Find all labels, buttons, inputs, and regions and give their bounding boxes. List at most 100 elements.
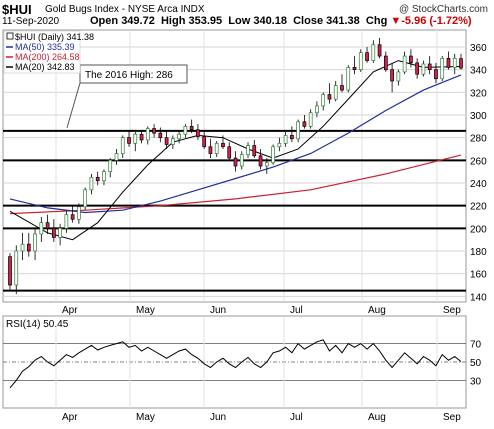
rsi-y-tick: 30 xyxy=(470,376,482,387)
low-value: 340.18 xyxy=(253,15,287,27)
candle-down xyxy=(258,155,263,167)
price-y-tick: 180 xyxy=(470,247,487,258)
candle-down xyxy=(127,137,131,144)
price-y-tick: 140 xyxy=(470,292,487,303)
price-x-tick: Sep xyxy=(443,305,461,316)
candle-up xyxy=(177,133,181,140)
candle-up xyxy=(346,67,351,91)
candle-up xyxy=(264,162,269,167)
candle-up xyxy=(358,52,363,71)
high-value: 353.95 xyxy=(188,15,223,27)
candle-down xyxy=(8,256,12,286)
legend-item: MA(200) 264.58 xyxy=(15,52,80,62)
price-x-tick: Apr xyxy=(62,305,78,316)
candle-up xyxy=(296,121,300,140)
candle-down xyxy=(365,52,369,61)
candle-up xyxy=(83,189,88,208)
candle-down xyxy=(152,128,156,134)
candle-up xyxy=(20,243,25,252)
symbol-title: $HUI xyxy=(2,2,32,17)
rsi-label-bg xyxy=(4,317,72,329)
price-x-tick: Jul xyxy=(290,305,303,316)
chg-label: Chg xyxy=(365,15,388,27)
candle-up xyxy=(440,57,445,80)
candle-up xyxy=(77,206,81,220)
open-label: Open xyxy=(90,15,119,27)
high-label: High xyxy=(160,15,186,27)
candle-down xyxy=(252,145,257,157)
candle-up xyxy=(64,214,69,229)
candle-down xyxy=(377,44,382,57)
ohlc-readout: Open 349.72 High 353.95 Low 340.18 Close… xyxy=(90,15,472,27)
price-y-tick: 200 xyxy=(470,224,487,235)
candle-down xyxy=(221,142,225,148)
candle-up xyxy=(108,159,113,173)
candle-up xyxy=(452,57,457,68)
rsi-x-tick: Sep xyxy=(443,412,461,423)
candle-down xyxy=(302,121,307,127)
candle-down xyxy=(139,133,144,141)
candle-down xyxy=(26,243,31,252)
chart-date: 11-Sep-2020 xyxy=(2,16,60,27)
ma50-line xyxy=(9,74,462,214)
candle-up xyxy=(371,44,376,61)
candle-up xyxy=(214,142,219,154)
candle-down xyxy=(427,63,432,71)
candle-down xyxy=(51,227,56,238)
candle-up xyxy=(33,233,37,252)
candle-up xyxy=(102,171,106,182)
candle-up xyxy=(39,222,44,235)
candle-up xyxy=(308,112,313,127)
candle-down xyxy=(390,69,394,82)
candle-up xyxy=(333,85,338,100)
candle-down xyxy=(70,214,75,220)
price-y-tick: 300 xyxy=(470,111,487,122)
candle-up xyxy=(271,146,275,163)
candle-up xyxy=(183,125,188,135)
legend-item: MA(20) 342.83 xyxy=(15,62,75,72)
candle-down xyxy=(189,125,194,131)
price-y-tick: 360 xyxy=(470,43,487,54)
candle-up xyxy=(58,227,62,238)
rsi-label: RSI(14) 50.45 xyxy=(6,319,69,330)
candle-down xyxy=(208,146,213,154)
candle-up xyxy=(402,55,407,73)
candle-down xyxy=(327,94,332,100)
rsi-y-tick: 50 xyxy=(470,358,482,369)
candle-down xyxy=(158,132,163,139)
candle-down xyxy=(352,67,357,71)
price-y-tick: 160 xyxy=(470,270,487,281)
candle-down xyxy=(202,136,207,148)
index-name: Gold Bugs Index - NYSE Arca INDX xyxy=(45,4,205,15)
price-y-tick: 220 xyxy=(470,202,487,213)
candle-up xyxy=(89,176,94,191)
candle-down xyxy=(409,55,413,64)
candle-up xyxy=(315,105,319,114)
candle-up xyxy=(421,63,426,75)
candle-down xyxy=(95,176,100,182)
stockcharts-credit[interactable]: @ StockCharts.com xyxy=(398,4,488,15)
price-y-tick: 320 xyxy=(470,88,487,99)
chg-value: ▼-5.96 (-1.72%) xyxy=(390,15,471,27)
price-y-tick: 340 xyxy=(470,66,487,77)
price-x-tick: Aug xyxy=(368,305,386,316)
annotation-arrow xyxy=(66,82,81,129)
price-y-tick: 280 xyxy=(470,134,487,145)
candle-down xyxy=(446,57,451,68)
rsi-x-tick: Jun xyxy=(210,412,226,423)
legend-item: $HUI (Daily) 341.38 xyxy=(15,32,94,42)
close-value: 341.38 xyxy=(326,15,360,27)
candle-up xyxy=(120,137,125,154)
candle-down xyxy=(164,137,169,145)
price-y-tick: 240 xyxy=(470,179,487,190)
price-y-tick: 260 xyxy=(470,156,487,167)
candle-down xyxy=(227,146,232,159)
candle-up xyxy=(396,71,401,82)
candle-down xyxy=(434,69,438,80)
candle-up xyxy=(14,250,19,286)
rsi-x-tick: Apr xyxy=(62,412,78,423)
price-x-tick: Jun xyxy=(210,305,226,316)
low-label: Low xyxy=(228,15,251,27)
open-value: 349.72 xyxy=(121,15,155,27)
